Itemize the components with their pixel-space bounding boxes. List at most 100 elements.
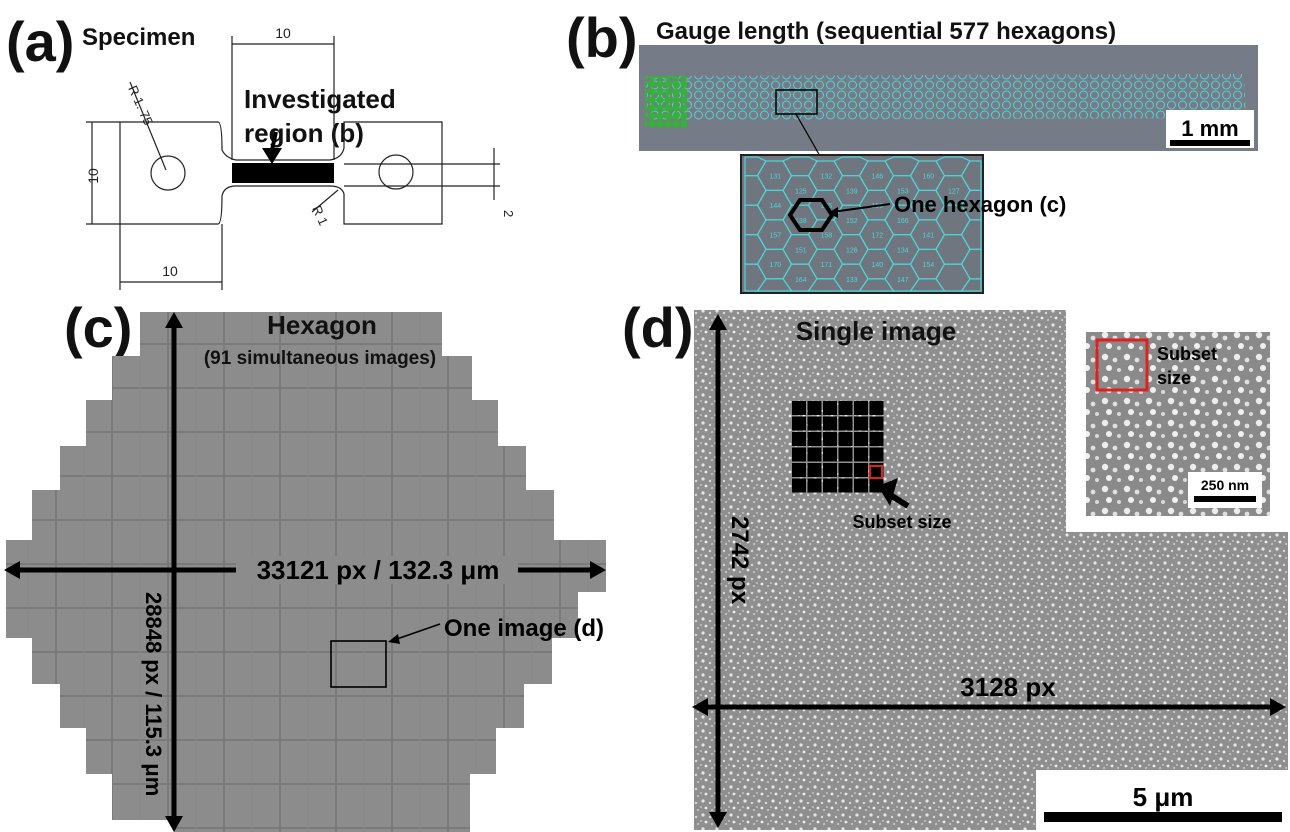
hexagon-number: 157: [770, 233, 782, 240]
subset-cell: [869, 401, 884, 415]
panel-b-letter: (b): [566, 6, 638, 69]
hexagon-number: 166: [897, 218, 909, 225]
subset-cell: [838, 401, 853, 415]
hexagon-number: 138: [795, 218, 807, 225]
hexagon-number: 131: [770, 174, 782, 181]
zoom-hexagon-cell: [960, 278, 982, 292]
one-image-box: [330, 640, 387, 688]
subset-cell: [807, 478, 822, 493]
hexagon-width-label: 33121 px / 132.3 μm: [257, 555, 500, 585]
inset-scale-label: 250 nm: [1201, 477, 1249, 493]
subset-cell: [854, 463, 868, 477]
subset-cell: [869, 447, 884, 462]
hexagon-number: 170: [770, 262, 782, 269]
subset-cell: [792, 463, 806, 477]
subset-cell: [838, 478, 853, 493]
inset-scale-bar: [1194, 496, 1256, 502]
hexagon-grid: [646, 74, 1246, 120]
hexagon-number: 160: [923, 174, 935, 181]
specimen-drawing: 10 10 10 R 1. 75 R 1 2: [85, 25, 516, 290]
dim-top-text: 10: [275, 25, 291, 41]
panel-d-letter: (d): [622, 296, 694, 359]
dim-bottom-text: 10: [162, 263, 178, 279]
dim-thickness-text: 2: [501, 210, 516, 217]
subset-cell: [807, 463, 822, 477]
hexagon-number: 140: [872, 262, 884, 269]
hexagon-number: 139: [846, 188, 858, 195]
hexagon-number: 127: [948, 188, 960, 195]
hexagon-number: 146: [872, 174, 884, 181]
scale-bar-1mm-label: 1 mm: [1181, 116, 1238, 141]
hexagon-number: 153: [897, 188, 909, 195]
hexagon-number: 171: [821, 262, 833, 269]
subset-cell: [854, 478, 868, 493]
panel-a-letter: (a): [6, 10, 75, 73]
hexagon-number: 144: [770, 203, 782, 210]
subset-cell: [792, 416, 806, 431]
hexagon-mosaic: 33121 px / 132.3 μm 28848 px / 115.3 μm …: [4, 310, 606, 832]
panel-c-title: Hexagon: [267, 310, 377, 340]
subset-cell: [823, 401, 837, 415]
subset-cell: [792, 401, 806, 415]
hexagon-number: 172: [872, 233, 884, 240]
hexagon-number: 158: [821, 233, 833, 240]
subset-cell: [792, 447, 806, 462]
one-hexagon-label: One hexagon (c): [894, 192, 1066, 217]
subset-box: [869, 465, 883, 479]
subset-cell: [792, 478, 806, 493]
selected-hexagon: [787, 198, 835, 232]
hexagon-number: 154: [923, 262, 935, 269]
hexagon-number: 152: [846, 218, 858, 225]
subset-cell: [838, 432, 853, 446]
inset-subset-box: [1095, 338, 1149, 392]
completed-hexagons: [645, 76, 687, 128]
hexagon-number: 173: [923, 203, 935, 210]
hexagon-number: 151: [795, 247, 807, 254]
hexagon-number: 125: [795, 188, 807, 195]
subset-cell: [807, 416, 822, 431]
hexagon-number: 134: [897, 247, 909, 254]
subset-cell: [869, 416, 884, 431]
gauge-length-image: 1 mm 13114415717012513815116413214515817…: [639, 45, 1258, 294]
hexagon-number: 141: [923, 233, 935, 240]
investigated-label-line1: Investigated: [244, 84, 396, 114]
panel-c-letter: (c): [64, 296, 133, 359]
panel-c-subtitle: (91 simultaneous images): [204, 348, 436, 369]
subset-cell: [823, 432, 837, 446]
hexagon-number: 132: [821, 174, 833, 181]
inset-subset-label-1: Subset: [1157, 344, 1217, 364]
hexagon-number: 164: [795, 277, 807, 284]
subset-cell: [823, 463, 837, 477]
panel-a-title: Specimen: [82, 24, 196, 51]
subset-cell: [838, 416, 853, 431]
scale-bar-5um-label: 5 μm: [1133, 782, 1194, 812]
hexagon-height-label: 28848 px / 115.3 μm: [141, 592, 166, 796]
scale-bar-5um: [1044, 812, 1282, 822]
investigated-region: [232, 163, 334, 183]
panel-d-title: Single image: [796, 316, 956, 346]
subset-cell: [854, 447, 868, 462]
image-height-label: 2742 px: [726, 516, 753, 605]
subset-cell: [792, 432, 806, 446]
subset-cell: [807, 432, 822, 446]
subset-cell: [854, 416, 868, 431]
subset-size-label: Subset size: [852, 512, 951, 532]
subset-cell: [823, 416, 837, 431]
subset-cell: [823, 478, 837, 493]
hexagon-number: 147: [897, 277, 909, 284]
subset-grid: [792, 401, 884, 493]
subset-cell: [838, 447, 853, 462]
hexagon-number: 126: [846, 247, 858, 254]
subset-cell: [854, 432, 868, 446]
subset-cell: [807, 447, 822, 462]
panel-b-title: Gauge length (sequential 577 hexagons): [656, 18, 1117, 45]
subset-cell: [823, 447, 837, 462]
inset-subset-label-2: size: [1157, 368, 1191, 388]
subset-cell: [854, 401, 868, 415]
dim-left-text: 10: [85, 168, 101, 184]
one-image-label: One image (d): [444, 615, 604, 642]
subset-cell: [838, 463, 853, 477]
subset-cell: [869, 432, 884, 446]
scale-bar-1mm: [1170, 140, 1250, 146]
